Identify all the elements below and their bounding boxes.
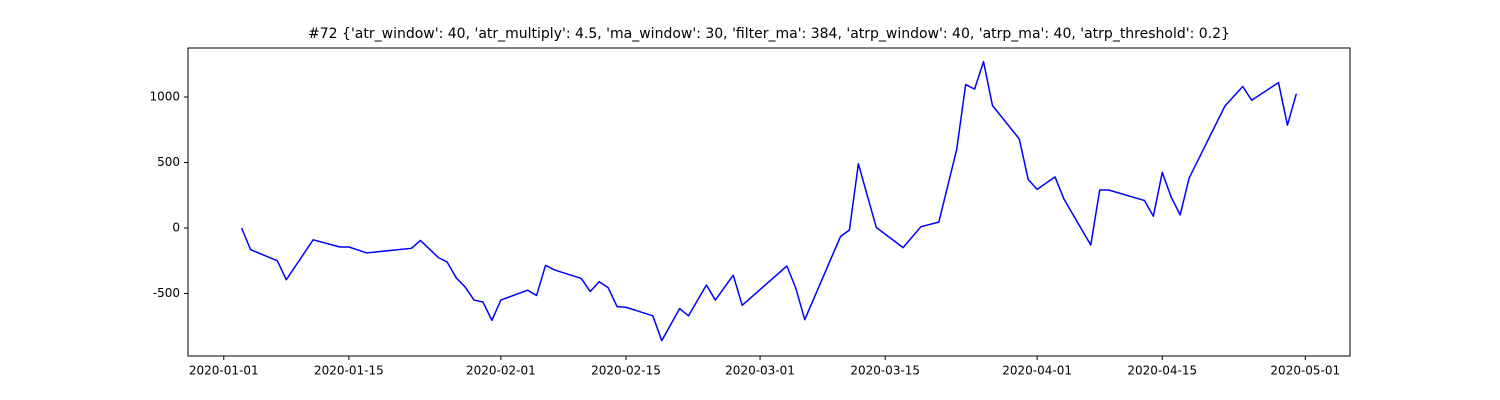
x-tick-label: 2020-05-01 [1270, 364, 1340, 378]
x-tick-label: 2020-01-15 [314, 364, 384, 378]
x-tick-label: 2020-02-15 [591, 364, 661, 378]
y-tick-label: 500 [157, 155, 180, 169]
x-tick-label: 2020-03-01 [725, 364, 795, 378]
x-tick-label: 2020-04-01 [1002, 364, 1072, 378]
line [240, 60, 1298, 342]
x-tick-label: 2020-01-01 [189, 364, 259, 378]
plot-frame [187, 47, 1351, 357]
x-tick-label: 2020-04-15 [1127, 364, 1197, 378]
x-tick-label: 2020-03-15 [850, 364, 920, 378]
chart-title: #72 {'atr_window': 40, 'atr_multiply': 4… [308, 26, 1230, 42]
y-tick-label: -500 [153, 286, 180, 300]
x-tick-label: 2020-02-01 [466, 364, 536, 378]
y-tick-label: 0 [172, 221, 180, 235]
y-tick-label: 1000 [149, 89, 180, 103]
